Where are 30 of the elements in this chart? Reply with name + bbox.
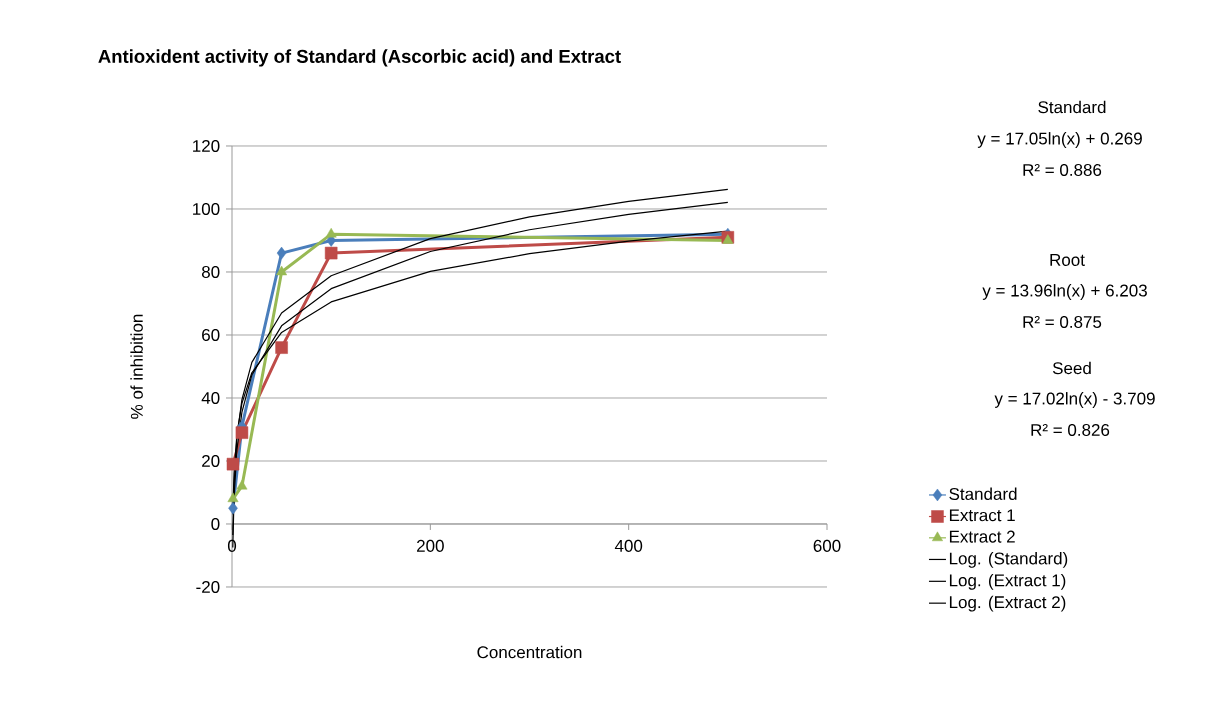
y-tick-label: 100 <box>193 202 220 216</box>
y-tick-label: 40 <box>201 391 220 405</box>
text: R² = 0.886 <box>1023 163 1102 177</box>
x-tick-label: 400 <box>614 539 643 552</box>
y-tick-label: 20 <box>202 454 220 468</box>
legend-label: Extract 1 <box>949 509 1015 522</box>
x-tick-label: 0 <box>227 539 237 552</box>
x-tick-label: 200 <box>417 539 444 552</box>
y-tick-label: 60 <box>202 328 220 342</box>
x-tick-label: 600 <box>813 539 841 552</box>
legend-label: Log. (Extract 2) <box>949 595 1066 612</box>
text: y = 13.96ln(x) + 6.203 <box>982 284 1147 300</box>
text: y = 17.02ln(x) - 3.709 <box>994 392 1155 408</box>
chart-title: Antioxident activity of Standard (Ascorbic acid) and Extract <box>98 49 621 67</box>
text: Seed <box>1052 361 1091 375</box>
text: R² = 0.875 <box>1023 315 1102 329</box>
x-axis-title: Concentration <box>477 645 582 659</box>
y-axis-title: % of inhibition <box>130 314 143 419</box>
text: Standard <box>1038 100 1106 114</box>
legend-label: Log. (Extract 1) <box>949 573 1066 590</box>
y-tick-label: -20 <box>196 580 220 594</box>
legend-label: Extract 2 <box>949 530 1015 543</box>
legend-label: Standard <box>949 487 1017 501</box>
y-tick-label: 120 <box>193 139 220 153</box>
text: Root <box>1050 254 1085 266</box>
y-tick-label: 80 <box>201 265 220 279</box>
y-tick-label: 0 <box>211 517 220 531</box>
text: y = 17.05ln(x) + 0.269 <box>977 132 1142 148</box>
legend-label: Log. (Standard) <box>949 552 1068 568</box>
text: R² = 0.826 <box>1031 423 1110 437</box>
